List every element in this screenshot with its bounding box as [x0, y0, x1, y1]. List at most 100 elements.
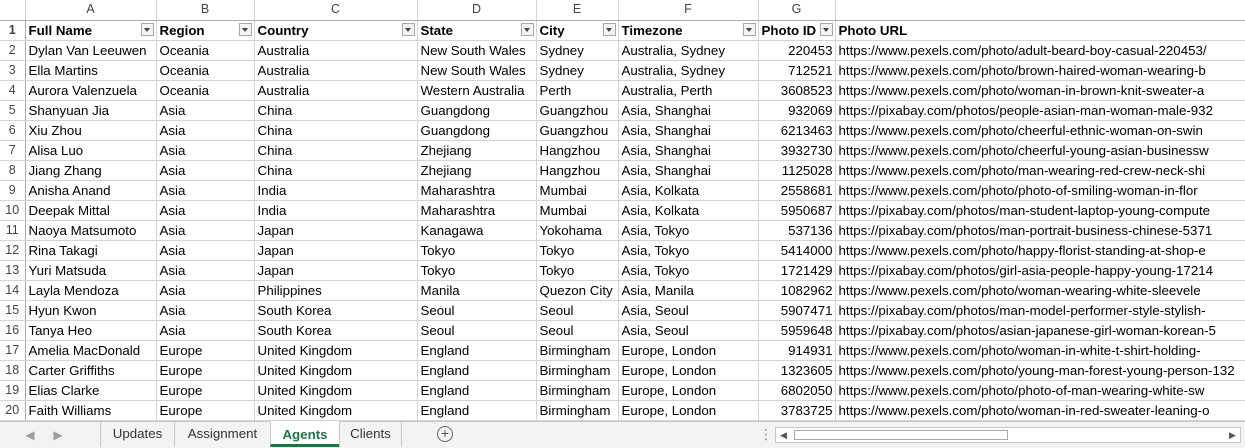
cell[interactable]: Asia [156, 300, 255, 321]
row-number[interactable]: 13 [0, 260, 26, 281]
cell[interactable]: Yuri Matsuda [25, 260, 157, 281]
row-number[interactable]: 18 [0, 360, 26, 381]
row-number[interactable]: 4 [0, 80, 26, 101]
row-number[interactable]: 7 [0, 140, 26, 161]
cell[interactable]: Japan [254, 220, 418, 241]
cell[interactable]: Europe [156, 340, 255, 361]
cell[interactable]: Guangzhou [536, 120, 619, 141]
filter-dropdown-icon[interactable] [520, 22, 534, 36]
cell[interactable]: Asia, Tokyo [618, 260, 759, 281]
cell[interactable]: Oceania [156, 80, 255, 101]
cell[interactable]: New South Wales [417, 60, 537, 81]
cell[interactable]: Australia, Sydney [618, 40, 759, 61]
cell[interactable]: 3932730 [758, 140, 836, 161]
row-number[interactable]: 19 [0, 380, 26, 401]
cell[interactable]: Asia [156, 120, 255, 141]
cell[interactable]: Asia, Shanghai [618, 120, 759, 141]
cell[interactable]: 5907471 [758, 300, 836, 321]
cell[interactable]: Hangzhou [536, 160, 619, 181]
cell[interactable]: Asia [156, 320, 255, 341]
cell[interactable]: Amelia MacDonald [25, 340, 157, 361]
cell[interactable]: Asia, Seoul [618, 300, 759, 321]
cell[interactable]: Guangdong [417, 100, 537, 121]
cell[interactable]: Australia [254, 60, 418, 81]
cell[interactable]: Western Australia [417, 80, 537, 101]
cell[interactable]: China [254, 100, 418, 121]
cell[interactable]: Australia [254, 80, 418, 101]
column-header-f[interactable]: F [618, 0, 759, 21]
cell[interactable]: https://pixabay.com/photos/girl-asia-peo… [835, 260, 1245, 281]
cell[interactable]: Tokyo [536, 260, 619, 281]
cell[interactable]: Asia [156, 180, 255, 201]
cell[interactable]: Europe [156, 400, 255, 421]
row-number[interactable]: 16 [0, 320, 26, 341]
cell[interactable]: India [254, 200, 418, 221]
cell[interactable]: Mumbai [536, 200, 619, 221]
cell[interactable]: Tokyo [417, 240, 537, 261]
scroll-right-icon[interactable]: ▶ [1229, 430, 1236, 440]
filter-dropdown-icon[interactable] [819, 22, 833, 36]
header-cell[interactable]: Full Name [25, 20, 157, 41]
cell[interactable]: https://www.pexels.com/photo/woman-in-re… [835, 400, 1245, 421]
cell[interactable]: 3783725 [758, 400, 836, 421]
header-cell[interactable]: Timezone [618, 20, 759, 41]
cell[interactable]: https://www.pexels.com/photo/cheerful-et… [835, 120, 1245, 141]
cell[interactable]: Guangdong [417, 120, 537, 141]
cell[interactable]: Seoul [417, 300, 537, 321]
cell[interactable]: Anisha Anand [25, 180, 157, 201]
cell[interactable]: Quezon City [536, 280, 619, 301]
cell[interactable]: 220453 [758, 40, 836, 61]
cell[interactable]: Australia [254, 40, 418, 61]
cell[interactable]: 712521 [758, 60, 836, 81]
cell[interactable]: 3608523 [758, 80, 836, 101]
filter-dropdown-icon[interactable] [238, 22, 252, 36]
cell[interactable]: Birmingham [536, 360, 619, 381]
cell[interactable]: New South Wales [417, 40, 537, 61]
cell[interactable]: Seoul [536, 300, 619, 321]
sheet-tab-updates[interactable]: Updates [100, 421, 174, 447]
row-number[interactable]: 15 [0, 300, 26, 321]
cell[interactable]: Europe, London [618, 340, 759, 361]
cell[interactable]: Asia [156, 280, 255, 301]
cell[interactable]: 1082962 [758, 280, 836, 301]
cell[interactable]: https://www.pexels.com/photo/man-wearing… [835, 160, 1245, 181]
cell[interactable]: 932069 [758, 100, 836, 121]
cell[interactable]: Dylan Van Leeuwen [25, 40, 157, 61]
cell[interactable]: South Korea [254, 320, 418, 341]
cell[interactable]: Asia, Shanghai [618, 140, 759, 161]
cell[interactable]: Asia, Shanghai [618, 160, 759, 181]
cell[interactable]: https://www.pexels.com/photo/woman-weari… [835, 280, 1245, 301]
cell[interactable]: Elias Clarke [25, 380, 157, 401]
cell[interactable]: 1323605 [758, 360, 836, 381]
cell[interactable]: Asia, Kolkata [618, 200, 759, 221]
more-options-icon[interactable]: ⋮ [759, 426, 773, 442]
cell[interactable]: England [417, 360, 537, 381]
column-header-b[interactable]: B [156, 0, 255, 21]
column-header-a[interactable]: A [25, 0, 157, 21]
cell[interactable]: Sydney [536, 40, 619, 61]
cell[interactable]: Jiang Zhang [25, 160, 157, 181]
cell[interactable]: Asia [156, 140, 255, 161]
cell[interactable]: Seoul [417, 320, 537, 341]
cell[interactable]: Europe, London [618, 380, 759, 401]
cell[interactable]: Yokohama [536, 220, 619, 241]
cell[interactable]: Zhejiang [417, 140, 537, 161]
cell[interactable]: China [254, 120, 418, 141]
cell[interactable]: Asia, Seoul [618, 320, 759, 341]
cell[interactable]: 5959648 [758, 320, 836, 341]
cell[interactable]: https://www.pexels.com/photo/brown-haire… [835, 60, 1245, 81]
cell[interactable]: Asia, Manila [618, 280, 759, 301]
row-number[interactable]: 8 [0, 160, 26, 181]
cell[interactable]: England [417, 400, 537, 421]
cell[interactable]: Asia, Tokyo [618, 220, 759, 241]
row-number[interactable]: 3 [0, 60, 26, 81]
select-all-corner[interactable] [0, 0, 26, 21]
cell[interactable]: 2558681 [758, 180, 836, 201]
cell[interactable]: Layla Mendoza [25, 280, 157, 301]
row-number[interactable]: 2 [0, 40, 26, 61]
cell[interactable]: Asia [156, 160, 255, 181]
cell[interactable]: Sydney [536, 60, 619, 81]
row-number[interactable]: 17 [0, 340, 26, 361]
cell[interactable]: Europe [156, 360, 255, 381]
